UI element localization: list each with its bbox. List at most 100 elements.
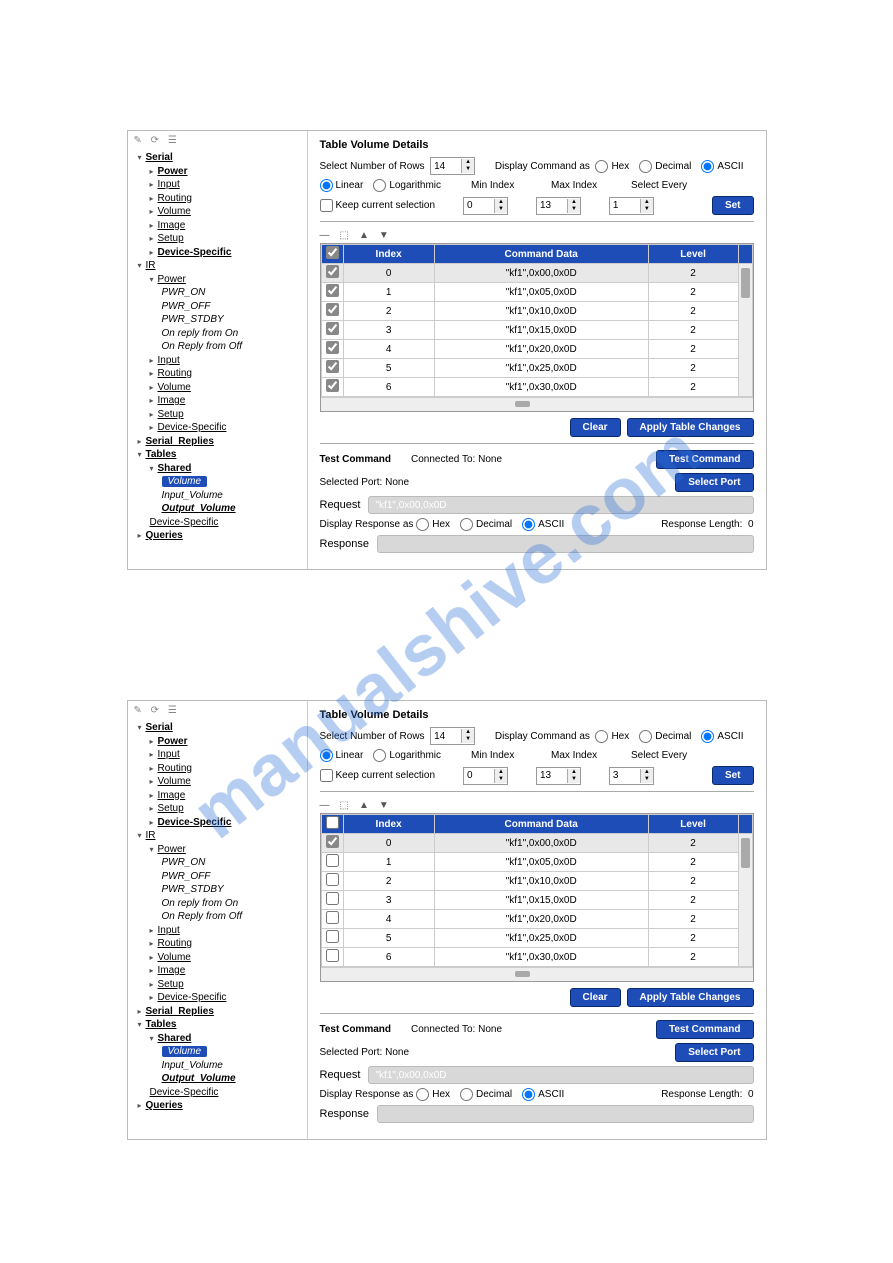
set-button[interactable]: Set [712, 196, 754, 215]
hscrollbar[interactable] [321, 967, 753, 981]
tree-queries[interactable]: Queries [146, 1100, 183, 1111]
tree-shared-volume[interactable]: Volume [162, 476, 208, 487]
tree-arrow[interactable]: ▸ [150, 410, 158, 421]
test-command-button[interactable]: Test Command [656, 1020, 754, 1039]
tree-ir[interactable]: IR [146, 260, 156, 271]
row-check[interactable] [326, 892, 339, 905]
row-check[interactable] [326, 911, 339, 924]
row-check[interactable] [326, 835, 339, 848]
clear-button[interactable]: Clear [570, 988, 621, 1007]
tree-arrow[interactable]: ▸ [150, 194, 158, 205]
tree-output-volume[interactable]: Output_Volume [138, 502, 299, 516]
keep-selection-check[interactable]: Keep current selection [320, 769, 436, 782]
tree-ir[interactable]: IR [146, 830, 156, 841]
tree-reply-on[interactable]: On reply from On [138, 327, 299, 341]
tree-arrow[interactable]: ▾ [150, 464, 158, 475]
resp-radio-dec[interactable]: Decimal [460, 518, 512, 531]
tree-ir-devspec[interactable]: Device-Specific [158, 422, 227, 433]
tree-power[interactable]: Power [158, 166, 188, 177]
tree-arrow[interactable]: ▾ [138, 261, 146, 272]
tree-ir-image[interactable]: Image [158, 395, 186, 406]
tree-shared[interactable]: Shared [158, 1033, 192, 1044]
select-port-button[interactable]: Select Port [675, 473, 753, 492]
tree-arrow[interactable]: ▸ [150, 396, 158, 407]
tree-routing[interactable]: Routing [158, 763, 192, 774]
select-every-input[interactable]: ▲▼ [609, 767, 654, 785]
row-check[interactable] [326, 303, 339, 316]
resp-radio-hex[interactable]: Hex [416, 518, 450, 531]
tree-input-volume[interactable]: Input_Volume [138, 1059, 299, 1073]
clear-button[interactable]: Clear [570, 418, 621, 437]
tree-input-volume[interactable]: Input_Volume [138, 489, 299, 503]
toolbar-icon-refresh[interactable]: ⟳ [151, 135, 159, 146]
tree-setup[interactable]: Setup [158, 803, 184, 814]
tree-pwr-stdby[interactable]: PWR_STDBY [138, 313, 299, 327]
tree-arrow[interactable]: ▸ [150, 180, 158, 191]
radio-linear[interactable]: Linear [320, 179, 364, 192]
tree-routing[interactable]: Routing [158, 193, 192, 204]
resp-radio-dec[interactable]: Decimal [460, 1088, 512, 1101]
resp-radio-hex[interactable]: Hex [416, 1088, 450, 1101]
toolbar-icon-menu[interactable]: ☰ [168, 135, 177, 146]
tree-output-volume[interactable]: Output_Volume [138, 1072, 299, 1086]
apply-button[interactable]: Apply Table Changes [627, 418, 754, 437]
radio-hex[interactable]: Hex [595, 730, 629, 743]
row-check[interactable] [326, 949, 339, 962]
tree-serial[interactable]: Serial [146, 722, 173, 733]
tree-pwr-off[interactable]: PWR_OFF [138, 300, 299, 314]
tree-arrow[interactable]: ▸ [150, 221, 158, 232]
tree-power[interactable]: Power [158, 736, 188, 747]
radio-ascii[interactable]: ASCII [701, 160, 743, 173]
resp-radio-ascii[interactable]: ASCII [522, 1088, 564, 1101]
tree-ir-power[interactable]: Power [158, 844, 186, 855]
tree-tables[interactable]: Tables [146, 1019, 177, 1030]
radio-ascii[interactable]: ASCII [701, 730, 743, 743]
radio-dec[interactable]: Decimal [639, 730, 691, 743]
row-check[interactable] [326, 360, 339, 373]
tree-pwr-on[interactable]: PWR_ON [138, 286, 299, 300]
tree-arrow[interactable]: ▾ [138, 450, 146, 461]
tree-image[interactable]: Image [158, 220, 186, 231]
row-check[interactable] [326, 322, 339, 335]
tree-ir-image[interactable]: Image [158, 965, 186, 976]
tree-ir-power[interactable]: Power [158, 274, 186, 285]
toolbar-icon-refresh[interactable]: ⟳ [151, 705, 159, 716]
tree-arrow[interactable]: ▸ [150, 167, 158, 178]
tree-arrow[interactable]: ▸ [150, 207, 158, 218]
col-check[interactable] [321, 245, 343, 264]
keep-selection-check[interactable]: Keep current selection [320, 199, 436, 212]
col-check[interactable] [321, 815, 343, 834]
tree-input[interactable]: Input [158, 179, 180, 190]
row-check[interactable] [326, 265, 339, 278]
tree-shared[interactable]: Shared [158, 463, 192, 474]
tree-arrow[interactable]: ▾ [150, 275, 158, 286]
tree-reply-off[interactable]: On Reply from Off [138, 910, 299, 924]
tree-tables-devspec[interactable]: Device-Specific [150, 517, 219, 528]
max-index-input[interactable]: ▲▼ [536, 767, 581, 785]
tree-arrow[interactable]: ▸ [150, 248, 158, 259]
tree-ir-volume[interactable]: Volume [158, 382, 191, 393]
tree-reply-off[interactable]: On Reply from Off [138, 340, 299, 354]
tree-arrow[interactable]: ▸ [150, 369, 158, 380]
tree-arrow[interactable]: ▸ [138, 531, 146, 542]
select-every-input[interactable]: ▲▼ [609, 197, 654, 215]
toolbar-icon-menu[interactable]: ☰ [168, 705, 177, 716]
select-port-button[interactable]: Select Port [675, 1043, 753, 1062]
tree-ir-routing[interactable]: Routing [158, 938, 192, 949]
tree-arrow[interactable]: ▸ [150, 383, 158, 394]
radio-dec[interactable]: Decimal [639, 160, 691, 173]
tree-volume[interactable]: Volume [158, 776, 191, 787]
tree-ir-routing[interactable]: Routing [158, 368, 192, 379]
set-button[interactable]: Set [712, 766, 754, 785]
tree-queries[interactable]: Queries [146, 530, 183, 541]
toolbar-icon-edit[interactable]: ✎ [134, 135, 142, 146]
tree-pwr-on[interactable]: PWR_ON [138, 856, 299, 870]
tree-arrow[interactable]: ▾ [138, 153, 146, 164]
row-check[interactable] [326, 379, 339, 392]
radio-linear[interactable]: Linear [320, 749, 364, 762]
tree-ir-input[interactable]: Input [158, 355, 180, 366]
tree-serial-replies[interactable]: Serial_Replies [146, 1006, 214, 1017]
tree-device-specific[interactable]: Device-Specific [158, 247, 232, 258]
tree-pwr-stdby[interactable]: PWR_STDBY [138, 883, 299, 897]
tree-setup[interactable]: Setup [158, 233, 184, 244]
